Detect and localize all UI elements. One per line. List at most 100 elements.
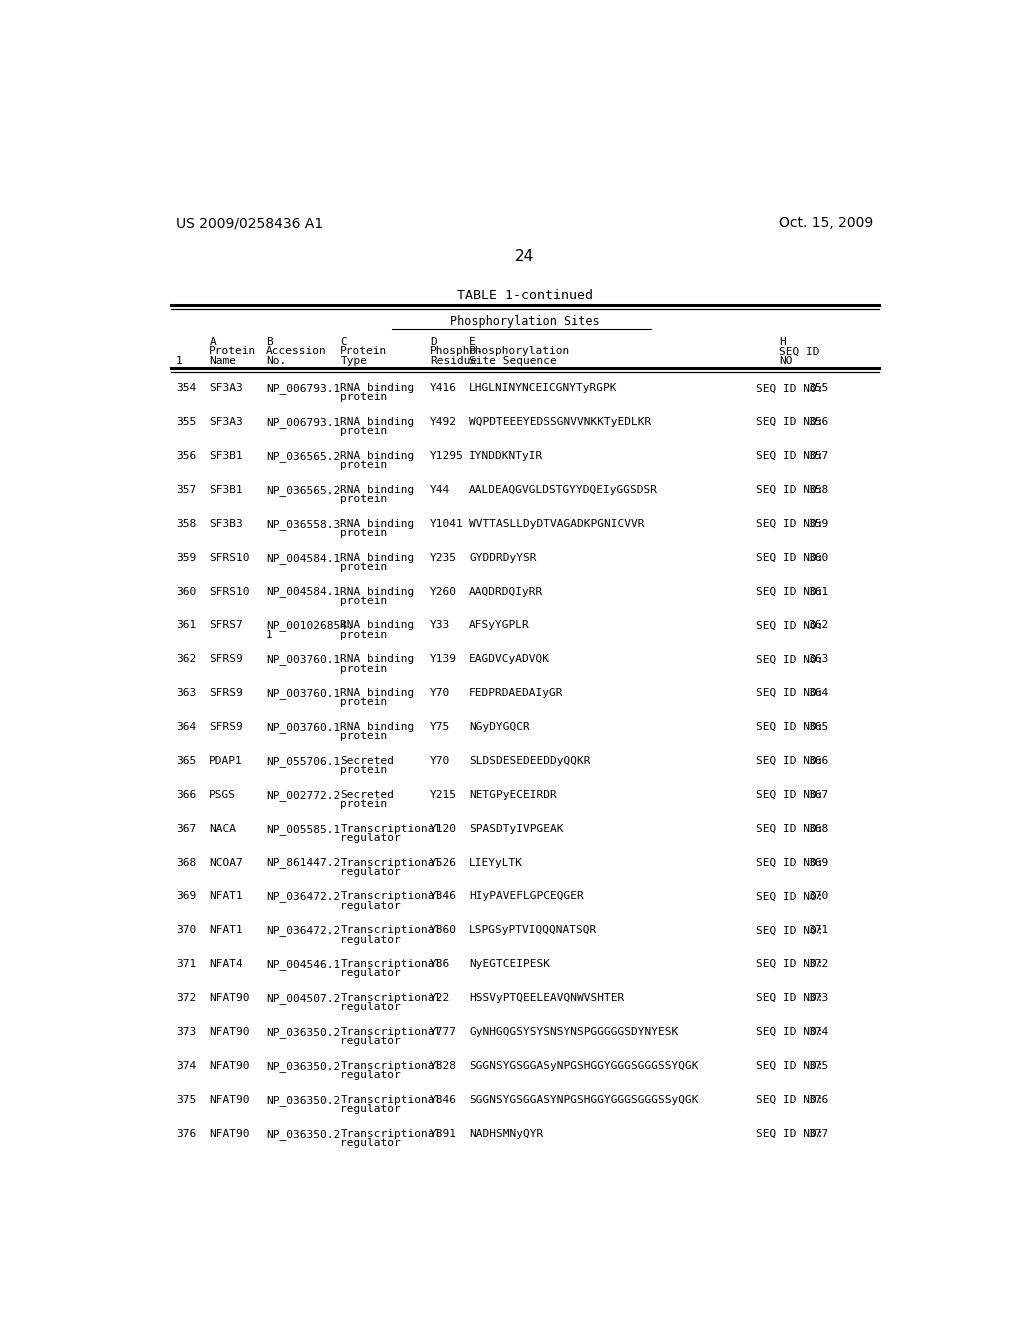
Text: RNA binding: RNA binding xyxy=(340,383,415,393)
Text: 355: 355 xyxy=(809,383,828,393)
Text: SEQ ID NO:: SEQ ID NO: xyxy=(756,1061,823,1071)
Text: 370: 370 xyxy=(176,925,197,936)
Text: SGGNSYGSGGASYNPGSHGGYGGGSGGGSSyQGK: SGGNSYGSGGASYNPGSHGGYGGGSGGGSSyQGK xyxy=(469,1094,698,1105)
Text: 368: 368 xyxy=(809,824,828,834)
Text: NFAT1: NFAT1 xyxy=(209,925,243,936)
Text: SEQ ID NO:: SEQ ID NO: xyxy=(756,1027,823,1038)
Text: PSGS: PSGS xyxy=(209,789,237,800)
Text: 360: 360 xyxy=(176,586,197,597)
Text: WQPDTEEEYEDSSGNVVNKKTyEDLKR: WQPDTEEEYEDSSGNVVNKKTyEDLKR xyxy=(469,417,651,428)
Text: NP_861447.2: NP_861447.2 xyxy=(266,858,340,869)
Text: Y1295: Y1295 xyxy=(430,451,464,461)
Text: SEQ ID NO:: SEQ ID NO: xyxy=(756,789,823,800)
Text: Y416: Y416 xyxy=(430,383,458,393)
Text: Y215: Y215 xyxy=(430,789,458,800)
Text: protein: protein xyxy=(340,766,388,775)
Text: Y891: Y891 xyxy=(430,1129,458,1139)
Text: SF3B3: SF3B3 xyxy=(209,519,243,529)
Text: D: D xyxy=(430,337,437,347)
Text: SEQ ID NO:: SEQ ID NO: xyxy=(756,484,823,495)
Text: NP_006793.1: NP_006793.1 xyxy=(266,383,340,395)
Text: NFAT90: NFAT90 xyxy=(209,1061,250,1071)
Text: SFRS10: SFRS10 xyxy=(209,553,250,562)
Text: Transcriptional: Transcriptional xyxy=(340,858,441,867)
Text: Y860: Y860 xyxy=(430,925,458,936)
Text: HSSVyPTQEELEAVQNWVSHTER: HSSVyPTQEELEAVQNWVSHTER xyxy=(469,993,625,1003)
Text: NP_003760.1: NP_003760.1 xyxy=(266,688,340,700)
Text: 358: 358 xyxy=(809,484,828,495)
Text: Y260: Y260 xyxy=(430,586,458,597)
Text: protein: protein xyxy=(340,799,388,809)
Text: US 2009/0258436 A1: US 2009/0258436 A1 xyxy=(176,216,324,230)
Text: GYDDRDyYSR: GYDDRDyYSR xyxy=(469,553,537,562)
Text: Y346: Y346 xyxy=(430,891,458,902)
Text: 375: 375 xyxy=(176,1094,197,1105)
Text: regulator: regulator xyxy=(340,1138,401,1148)
Text: NADHSMNyQYR: NADHSMNyQYR xyxy=(469,1129,544,1139)
Text: RNA binding: RNA binding xyxy=(340,553,415,562)
Text: Y1041: Y1041 xyxy=(430,519,464,529)
Text: protein: protein xyxy=(340,731,388,742)
Text: 367: 367 xyxy=(809,789,828,800)
Text: SEQ ID NO:: SEQ ID NO: xyxy=(756,925,823,936)
Text: 356: 356 xyxy=(809,417,828,428)
Text: NO: NO xyxy=(779,355,793,366)
Text: Transcriptional: Transcriptional xyxy=(340,891,441,902)
Text: protein: protein xyxy=(340,528,388,539)
Text: Transcriptional: Transcriptional xyxy=(340,1094,441,1105)
Text: 375: 375 xyxy=(809,1061,828,1071)
Text: NP_036350.2: NP_036350.2 xyxy=(266,1094,340,1106)
Text: Transcriptional: Transcriptional xyxy=(340,925,441,936)
Text: NP_036350.2: NP_036350.2 xyxy=(266,1061,340,1072)
Text: SEQ ID NO:: SEQ ID NO: xyxy=(756,1094,823,1105)
Text: protein: protein xyxy=(340,392,388,403)
Text: RNA binding: RNA binding xyxy=(340,451,415,461)
Text: Y70: Y70 xyxy=(430,688,451,698)
Text: IYNDDKNTyIR: IYNDDKNTyIR xyxy=(469,451,544,461)
Text: 359: 359 xyxy=(809,519,828,529)
Text: 363: 363 xyxy=(176,688,197,698)
Text: SEQ ID NO:: SEQ ID NO: xyxy=(756,519,823,529)
Text: RNA binding: RNA binding xyxy=(340,688,415,698)
Text: SEQ ID NO:: SEQ ID NO: xyxy=(756,553,823,562)
Text: 373: 373 xyxy=(176,1027,197,1038)
Text: RNA binding: RNA binding xyxy=(340,620,415,631)
Text: 365: 365 xyxy=(176,756,197,766)
Text: Y44: Y44 xyxy=(430,484,451,495)
Text: regulator: regulator xyxy=(340,1036,401,1047)
Text: PDAP1: PDAP1 xyxy=(209,756,243,766)
Text: NFAT90: NFAT90 xyxy=(209,1094,250,1105)
Text: 364: 364 xyxy=(809,688,828,698)
Text: RNA binding: RNA binding xyxy=(340,484,415,495)
Text: Y86: Y86 xyxy=(430,960,451,969)
Text: SEQ ID NO:: SEQ ID NO: xyxy=(756,620,823,631)
Text: No.: No. xyxy=(266,355,286,366)
Text: 374: 374 xyxy=(176,1061,197,1071)
Text: NCOA7: NCOA7 xyxy=(209,858,243,867)
Text: NGyDYGQCR: NGyDYGQCR xyxy=(469,722,529,733)
Text: SF3B1: SF3B1 xyxy=(209,484,243,495)
Text: NFAT90: NFAT90 xyxy=(209,1129,250,1139)
Text: protein: protein xyxy=(340,697,388,708)
Text: GyNHGQGSYSYSNSYNSPGGGGGSDYNYESK: GyNHGQGSYSYSNSYNSPGGGGGSDYNYESK xyxy=(469,1027,678,1038)
Text: 368: 368 xyxy=(176,858,197,867)
Text: NP_055706.1: NP_055706.1 xyxy=(266,756,340,767)
Text: Phosphorylation: Phosphorylation xyxy=(469,346,570,356)
Text: SEQ ID NO:: SEQ ID NO: xyxy=(756,383,823,393)
Text: NP_004507.2: NP_004507.2 xyxy=(266,993,340,1005)
Text: Transcriptional: Transcriptional xyxy=(340,1061,441,1071)
Text: SEQ ID NO:: SEQ ID NO: xyxy=(756,586,823,597)
Text: RNA binding: RNA binding xyxy=(340,655,415,664)
Text: Phospho-: Phospho- xyxy=(430,346,484,356)
Text: FEDPRDAEDAIyGR: FEDPRDAEDAIyGR xyxy=(469,688,563,698)
Text: SEQ ID NO:: SEQ ID NO: xyxy=(756,891,823,902)
Text: H: H xyxy=(779,337,785,347)
Text: 376: 376 xyxy=(176,1129,197,1139)
Text: SEQ ID NO:: SEQ ID NO: xyxy=(756,417,823,428)
Text: SFRS10: SFRS10 xyxy=(209,586,250,597)
Text: SF3A3: SF3A3 xyxy=(209,417,243,428)
Text: NP_006793.1: NP_006793.1 xyxy=(266,417,340,428)
Text: Secreted: Secreted xyxy=(340,789,394,800)
Text: Y828: Y828 xyxy=(430,1061,458,1071)
Text: regulator: regulator xyxy=(340,1071,401,1080)
